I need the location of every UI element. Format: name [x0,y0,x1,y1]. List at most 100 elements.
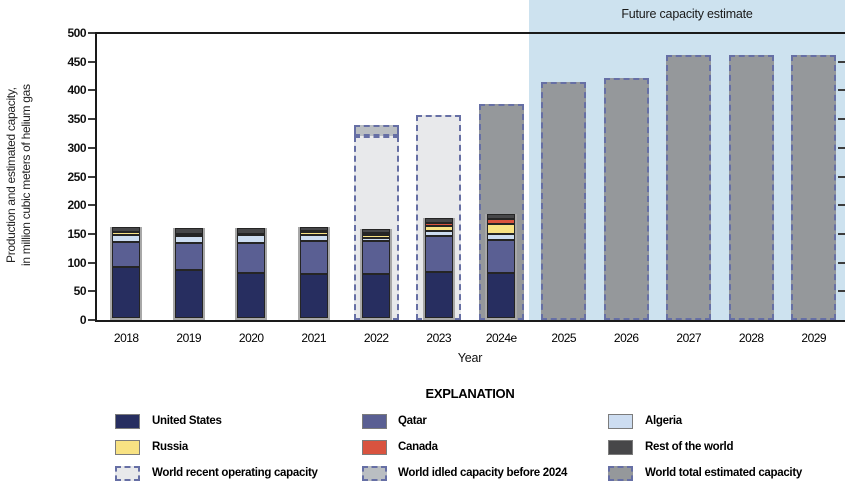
bar-segment-rest-of-the-world-2020 [237,227,266,234]
bar-segment-russia-2023 [424,226,453,231]
y-tick-mark-left-100 [88,261,95,264]
bar-segment-united-states-2018 [112,267,141,318]
legend-label-world-total-estimated-capacity: World total estimated capacity [645,467,802,479]
stacked-bar-2020 [235,227,268,320]
legend-swatch-qatar [362,414,387,429]
bar-segment-canada-2024e [487,219,516,224]
legend-heading: EXPLANATION [425,386,515,401]
stacked-bar-2024e [485,214,518,320]
y-tick-mark-right-50 [838,290,845,293]
legend-swatch-russia [115,440,140,455]
y-tick-mark-right-250 [838,175,845,178]
x-tick-label-2029: 2029 [801,331,827,345]
bar-segment-algeria-2020 [237,235,266,243]
bar-segment-qatar-2018 [112,241,141,268]
y-tick-mark-left-500 [88,32,95,34]
y-tick-mark-left-0 [88,319,95,321]
bar-segment-algeria-2019 [174,235,203,243]
y-tick-mark-right-200 [838,204,845,207]
y-tick-mark-right-100 [838,261,845,264]
bar-segment-united-states-2023 [424,272,453,318]
overlay-bar-world-total-estimated-capacity-2026 [603,77,649,320]
legend-label-russia: Russia [152,441,188,453]
x-tick-label-2027: 2027 [676,331,702,345]
y-tick-label-50: 50 [73,284,87,299]
legend-swatch-canada [362,440,387,455]
x-tick-label-2022: 2022 [363,331,389,345]
y-tick-mark-left-350 [88,118,95,121]
y-axis-line [95,32,97,322]
bar-segment-algeria-2024e [487,233,516,240]
stacked-bar-2019 [172,228,205,320]
legend-swatch-algeria [608,414,633,429]
y-tick-mark-left-450 [88,60,95,63]
bar-segment-united-states-2024e [487,273,516,318]
bar-segment-russia-2021 [299,231,328,235]
y-tick-mark-left-200 [88,204,95,207]
y-tick-mark-right-400 [838,89,845,92]
y-tick-mark-left-50 [88,290,95,293]
legend-label-world-idled-capacity-before-2024: World idled capacity before 2024 [398,467,568,479]
bar-segment-rest-of-the-world-2024e [487,214,516,220]
bar-segment-united-states-2020 [237,272,266,318]
x-tick-label-2023: 2023 [426,331,452,345]
y-axis-title: Production and estimated capacity, in mi… [4,28,34,323]
bar-segment-qatar-2020 [237,242,266,273]
overlay-bar-world-total-estimated-capacity-2028 [728,54,774,320]
y-tick-mark-left-250 [88,175,95,178]
bar-segment-rest-of-the-world-2019 [174,228,203,234]
y-axis-title-line2: in million cubic meters of helium gas [19,84,33,267]
y-axis-title-line1: Production and estimated capacity, [4,87,18,264]
y-tick-label-150: 150 [67,226,86,241]
bar-segment-united-states-2022 [362,273,391,318]
overlay-bar-world-total-estimated-capacity-2029 [791,54,837,320]
stacked-bar-2021 [297,226,330,320]
x-axis-line [95,320,845,322]
y-tick-mark-right-300 [838,146,845,149]
bar-segment-algeria-2022 [362,237,391,242]
bar-segment-canada-2022 [362,232,391,235]
future-region-label: Future capacity estimate [621,7,753,21]
legend-swatch-rest-of-the-world [608,440,633,455]
bar-segment-rest-of-the-world-2018 [112,227,141,233]
bar-segment-qatar-2021 [299,240,328,275]
bar-segment-algeria-2023 [424,230,453,236]
bar-segment-qatar-2024e [487,239,516,274]
y-tick-label-200: 200 [67,198,86,213]
x-tick-label-2018: 2018 [113,331,139,345]
plot-top-border [95,32,845,34]
bar-segment-united-states-2021 [299,274,328,318]
stacked-bar-2022 [360,229,393,320]
bar-segment-qatar-2023 [424,235,453,273]
legend-swatch-world-idled-capacity-before-2024 [362,466,387,481]
legend-swatch-world-recent-operating-capacity [115,466,140,481]
x-tick-label-2025: 2025 [551,331,577,345]
x-tick-label-2021: 2021 [301,331,327,345]
y-tick-label-500: 500 [67,26,86,40]
bar-segment-russia-2019 [174,233,203,236]
y-tick-label-450: 450 [67,54,86,69]
y-tick-mark-left-150 [88,232,95,235]
bar-segment-qatar-2022 [362,241,391,274]
bar-segment-rest-of-the-world-2021 [299,226,328,232]
bar-segment-united-states-2019 [174,270,203,318]
legend-label-united-states: United States [152,415,222,427]
y-tick-mark-right-350 [838,118,845,121]
y-tick-mark-right-150 [838,232,845,235]
legend-swatch-united-states [115,414,140,429]
x-tick-label-2028: 2028 [738,331,764,345]
y-tick-label-400: 400 [67,83,86,98]
x-tick-label-2020: 2020 [238,331,264,345]
overlay-bar-world-total-estimated-capacity-2027 [666,54,712,320]
legend-swatch-world-total-estimated-capacity [608,466,633,481]
x-tick-label-2026: 2026 [613,331,639,345]
bar-segment-algeria-2018 [112,234,141,242]
x-tick-label-2024e: 2024e [485,331,517,345]
y-tick-mark-left-400 [88,89,95,92]
x-tick-label-2019: 2019 [176,331,202,345]
y-tick-label-100: 100 [67,255,86,270]
y-tick-mark-right-450 [838,60,845,63]
legend-label-world-recent-operating-capacity: World recent operating capacity [152,467,318,479]
y-tick-label-250: 250 [67,169,86,184]
